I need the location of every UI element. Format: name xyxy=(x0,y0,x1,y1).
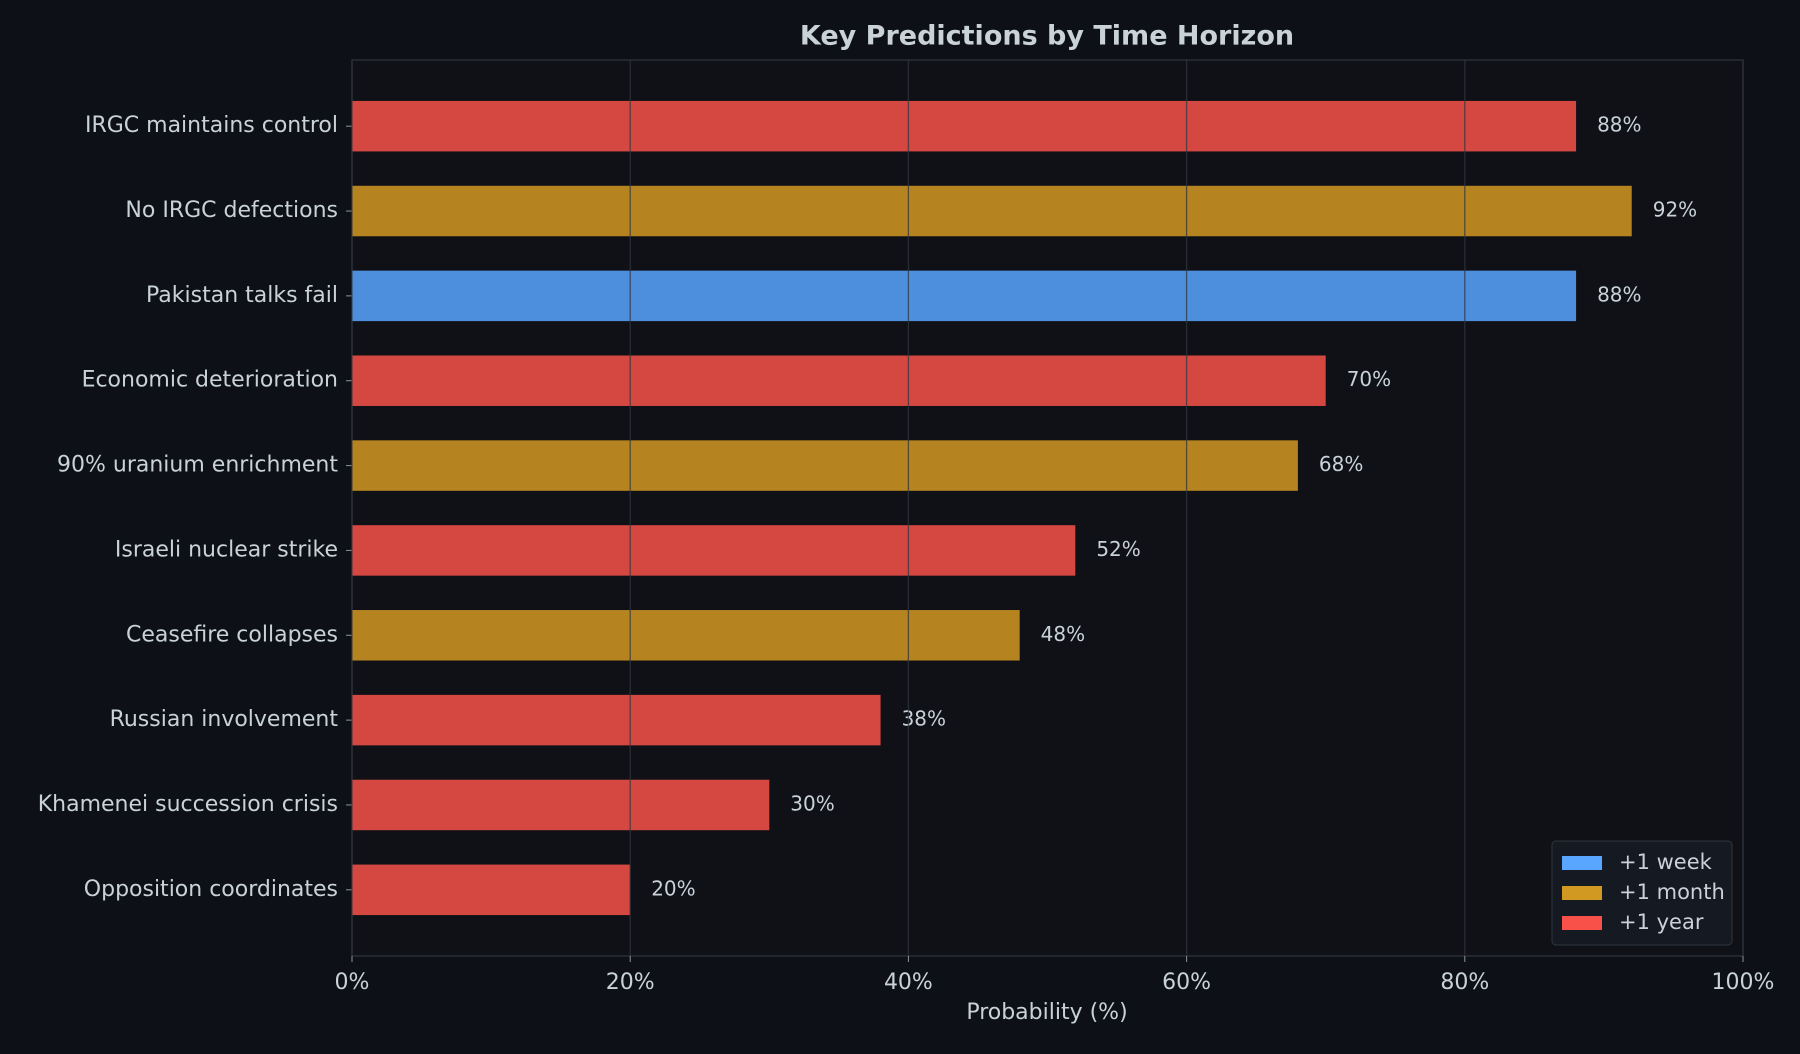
bar xyxy=(352,440,1298,491)
bar xyxy=(352,270,1577,322)
legend-swatch xyxy=(1562,916,1602,930)
x-tick-label: 100% xyxy=(1712,970,1775,995)
y-tick-label: IRGC maintains control xyxy=(85,113,338,138)
value-label: 20% xyxy=(651,876,695,900)
legend-label: +1 week xyxy=(1619,850,1713,874)
x-tick-label: 20% xyxy=(606,970,655,995)
y-tick-label: Ceasefire collapses xyxy=(126,622,338,647)
value-label: 88% xyxy=(1597,282,1641,306)
bar xyxy=(352,864,631,916)
x-tick-label: 60% xyxy=(1162,970,1211,995)
value-label: 92% xyxy=(1653,198,1697,222)
bar xyxy=(352,694,881,746)
legend-swatch xyxy=(1562,856,1602,870)
value-label: 52% xyxy=(1096,537,1140,561)
value-label: 70% xyxy=(1347,367,1391,391)
legend-label: +1 year xyxy=(1619,910,1704,934)
y-tick-label: Khamenei succession crisis xyxy=(38,792,338,817)
x-axis-label: Probability (%) xyxy=(966,1000,1127,1025)
legend-swatch xyxy=(1562,886,1602,900)
y-tick-label: Pakistan talks fail xyxy=(146,283,338,308)
x-tick-label: 40% xyxy=(884,970,933,995)
y-tick-label: Russian involvement xyxy=(110,707,339,732)
legend-label: +1 month xyxy=(1619,880,1725,904)
y-tick-label: 90% uranium enrichment xyxy=(57,453,338,478)
bar xyxy=(352,610,1020,661)
bar xyxy=(352,355,1326,406)
y-tick-label: Economic deterioration xyxy=(82,368,338,393)
bar xyxy=(352,779,770,831)
x-tick-label: 80% xyxy=(1440,970,1489,995)
y-tick-label: No IRGC defections xyxy=(125,198,338,223)
chart-title: Key Predictions by Time Horizon xyxy=(800,21,1294,52)
bar xyxy=(352,185,1632,237)
bar xyxy=(352,525,1076,576)
y-tick-label: Israeli nuclear strike xyxy=(115,537,338,562)
value-label: 68% xyxy=(1319,452,1363,476)
value-label: 48% xyxy=(1041,622,1085,646)
x-tick-label: 0% xyxy=(335,970,370,995)
value-label: 88% xyxy=(1597,113,1641,137)
bar xyxy=(352,100,1577,152)
y-tick-label: Opposition coordinates xyxy=(84,877,338,902)
value-label: 30% xyxy=(790,791,834,815)
